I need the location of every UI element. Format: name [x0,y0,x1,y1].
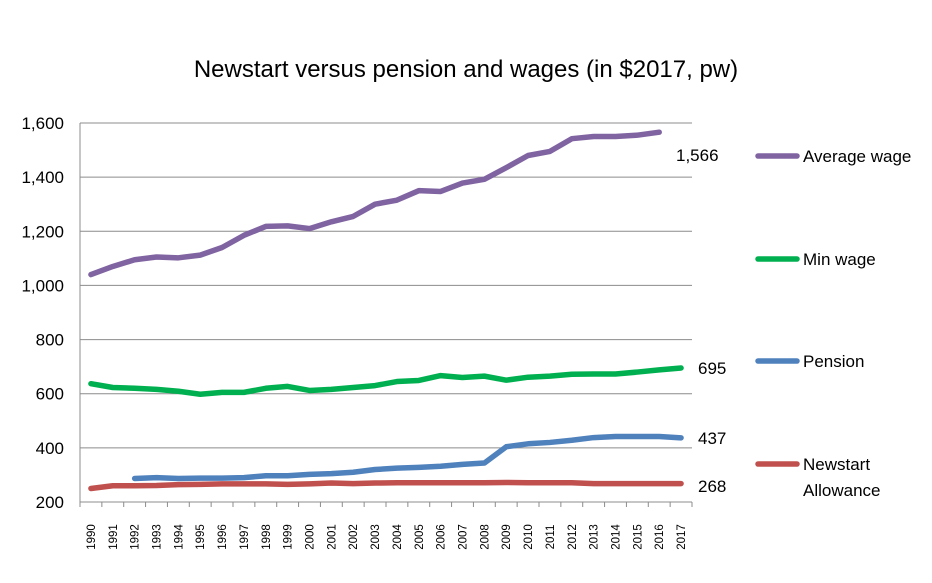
legend-label: Newstart Allowance [803,455,881,500]
series-line-average-wage [88,129,662,278]
x-tick-label: 2005 [414,524,426,550]
x-tick-label: 2001 [326,524,338,550]
x-tick-label: 2000 [305,524,317,550]
x-tick-label: 2011 [545,525,557,550]
x-tick-label: 2002 [348,524,360,550]
x-tick-label: 1991 [108,524,120,550]
x-tick-label: 1993 [152,524,164,550]
x-tick-label: 2017 [676,524,688,550]
y-tick-label: 1,000 [21,276,64,295]
y-axis-ticks: 200 400 600 800 1,000 1,200 1,400 1,600 [21,114,64,512]
end-value-label: 437 [698,429,726,448]
legend-label: Average wage [803,147,911,166]
legend-label: Min wage [803,250,876,269]
series-line-newstart-allowance [88,479,684,492]
x-axis-ticks: 1990 1991 1992 1993 1994 1995 1996 1997 1998 1999… [79,502,693,550]
x-tick-label: 2003 [370,524,382,550]
y-tick-label: 600 [36,385,64,404]
x-tick-label: 2012 [567,524,579,550]
x-tick-label: 2009 [501,524,513,550]
x-tick-label: 2006 [436,524,448,550]
series-line-pension [131,433,684,482]
y-tick-label: 1,400 [21,168,64,187]
y-tick-label: 800 [36,331,64,350]
x-tick-label: 1998 [261,524,273,550]
x-tick-label: 1995 [195,524,207,550]
x-tick-label: 1990 [86,524,98,550]
x-tick-label: 1997 [239,524,251,550]
x-tick-label: 1999 [283,524,295,550]
x-tick-label: 2013 [589,524,601,550]
series-line-min-wage [88,365,684,398]
end-value-label: 268 [698,477,726,496]
x-tick-label: 1994 [173,524,185,550]
x-tick-label: 2010 [523,524,535,550]
x-tick-label: 2016 [654,524,666,550]
x-tick-label: 1996 [217,524,229,550]
x-tick-label: 1992 [130,524,142,550]
x-tick-label: 2004 [392,524,404,550]
series-end-labels: 1,566 695 437 268 [676,146,726,496]
y-tick-label: 1,600 [21,114,64,133]
x-tick-label: 2015 [632,524,644,550]
series-lines [88,129,684,492]
legend: Average wage Min wage Pension Newstart Allow… [755,147,911,500]
x-tick-label: 2014 [611,524,623,550]
end-value-label: 695 [698,359,726,378]
chart-title: Newstart versus pension and wages (in $2… [194,56,738,83]
x-tick-label: 2007 [458,524,470,550]
gridlines [79,122,692,503]
end-value-label: 1,566 [676,146,719,165]
y-tick-label: 1,200 [21,222,64,241]
y-tick-label: 400 [36,439,64,458]
y-tick-label: 200 [36,493,64,512]
x-tick-label: 2008 [479,524,491,550]
legend-label: Pension [803,352,864,371]
